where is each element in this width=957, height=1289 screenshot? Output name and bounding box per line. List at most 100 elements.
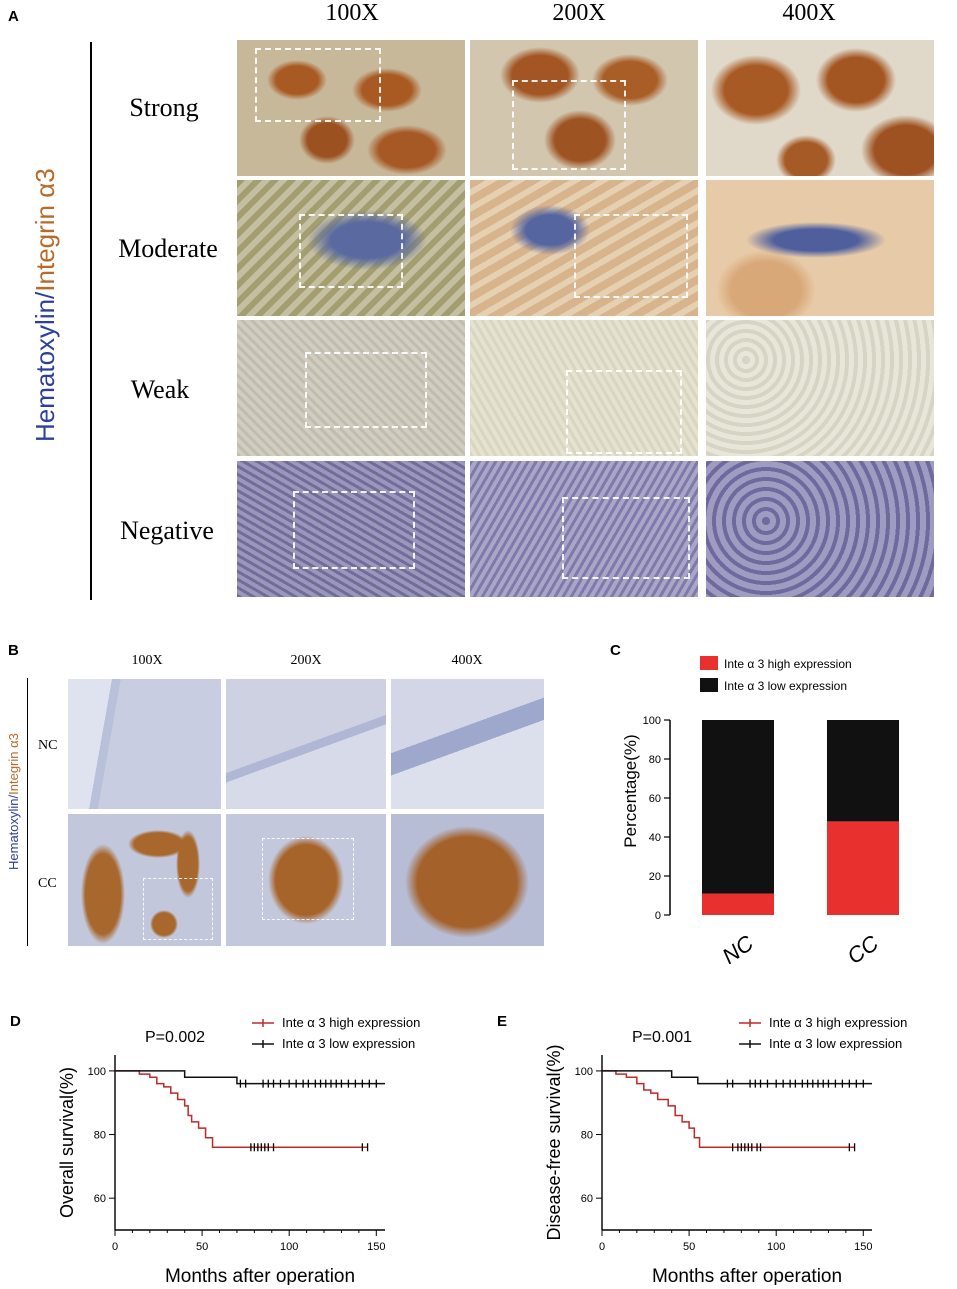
micrograph-negative-100x [237, 461, 465, 597]
zoom-region-box [262, 838, 354, 920]
km-survival-chart-overall: P=0.002 Inte α 3 high expression Inte α 3 … [57, 1015, 420, 1285]
x-tick-label: NC [718, 930, 758, 964]
y-axis-label: Overall survival(%) [57, 1067, 77, 1218]
bar-segment [702, 720, 774, 894]
legend-label: Inte α 3 high expression [282, 1015, 420, 1030]
x-tick-label: 100 [767, 1241, 785, 1253]
legend-swatch [700, 656, 718, 670]
zoom-region-box [574, 214, 688, 298]
micrograph-cc-100x [68, 814, 221, 946]
hematoxylin-label: Hematoxylin/ [30, 291, 60, 442]
km-survival-chart-disease-free: P=0.001 Inte α 3 high expression Inte α 3 … [544, 1015, 907, 1285]
y-tick-label: 0 [655, 910, 661, 922]
chart-bars [702, 720, 899, 915]
panel-a-row-strong: Strong [129, 93, 199, 122]
y-tick-label: 80 [649, 754, 661, 766]
survival-curve [602, 1070, 872, 1085]
micrograph-moderate-100x [237, 180, 465, 316]
bar-segment [702, 893, 774, 915]
y-axis-label: Disease-free survival(%) [544, 1044, 564, 1240]
legend-label: Inte α 3 low expression [769, 1036, 902, 1051]
zoom-region-box [143, 878, 213, 940]
x-tick-label: 100 [280, 1241, 298, 1253]
x-tick-label: 50 [683, 1241, 695, 1253]
x-tick-label: 150 [367, 1241, 385, 1253]
panel-a-col-header-100x: 100X [325, 0, 379, 26]
micrograph-cc-400x [391, 814, 544, 946]
y-tick-label: 60 [649, 793, 661, 805]
panel-a-row-negative: Negative [120, 516, 214, 545]
panel-a-letter: A [8, 8, 19, 25]
zoom-region-box [512, 80, 626, 170]
y-tick-label: 80 [581, 1130, 593, 1142]
panel-a-divider [90, 42, 92, 600]
bar-segment [827, 720, 899, 822]
panel-a-col-header-200x: 200X [552, 0, 606, 26]
panel-a-row-weak: Weak [130, 375, 190, 404]
micrograph-negative-200x [470, 461, 698, 597]
micrograph-moderate-400x [706, 180, 934, 316]
legend-swatch [700, 678, 718, 692]
panel-b-col-header-400x: 400X [451, 653, 483, 668]
p-value-annotation: P=0.001 [632, 1029, 692, 1046]
legend-label: Inte α 3 low expression [724, 679, 847, 693]
panel-a-row-moderate: Moderate [118, 234, 218, 263]
micrograph-strong-400x [706, 40, 934, 176]
micrograph-moderate-200x [470, 180, 698, 316]
x-tick-label: 50 [196, 1241, 208, 1253]
panel-e-letter: E [497, 1013, 508, 1030]
y-axis-label: Percentage(%) [621, 734, 640, 847]
x-axis-label: Months after operation [165, 1266, 355, 1285]
zoom-region-box [305, 352, 427, 428]
micrograph-negative-400x [706, 461, 934, 597]
micrograph-weak-200x [470, 320, 698, 456]
survival-curve [115, 1070, 385, 1085]
panel-b-letter: B [8, 642, 19, 659]
legend-label: Inte α 3 high expression [724, 657, 852, 671]
x-tick-label: 0 [599, 1241, 605, 1253]
y-tick-label: 20 [649, 871, 661, 883]
y-tick-label: 40 [649, 832, 661, 844]
y-tick-label: 60 [94, 1193, 106, 1205]
x-axis-label: Months after operation [652, 1266, 842, 1285]
micrograph-cc-200x [226, 814, 386, 946]
x-tick-label: 150 [854, 1241, 872, 1253]
x-tick-label: CC [843, 930, 883, 964]
panel-b-row-cc: CC [38, 876, 57, 891]
panel-b-col-header-200x: 200X [290, 653, 322, 668]
y-tick-label: 60 [581, 1193, 593, 1205]
panel-a-stain-label: Hematoxylin/Integrin α3 [30, 168, 61, 442]
micrograph-strong-200x [470, 40, 698, 176]
zoom-region-box [299, 214, 403, 288]
zoom-region-box [293, 491, 415, 569]
x-tick-label: 0 [112, 1241, 118, 1253]
zoom-region-box [562, 497, 690, 579]
stacked-bar-chart: Inte α 3 high expression Inte α 3 low exp… [621, 656, 899, 964]
chart-legend: Inte α 3 high expression Inte α 3 low exp… [700, 656, 852, 693]
p-value-annotation: P=0.002 [145, 1029, 205, 1046]
survival-curve [115, 1070, 368, 1149]
integrin-label: Integrin α3 [6, 733, 21, 795]
hematoxylin-label: Hematoxylin/ [6, 794, 21, 870]
y-tick-label: 100 [88, 1066, 106, 1078]
panel-b-row-nc: NC [38, 738, 58, 753]
micrograph-weak-400x [706, 320, 934, 456]
panel-b-col-header-100x: 100X [131, 653, 163, 668]
micrograph-nc-400x [391, 679, 544, 809]
legend-label: Inte α 3 high expression [769, 1015, 907, 1030]
integrin-label: Integrin α3 [30, 168, 60, 292]
micrograph-strong-100x [237, 40, 465, 176]
bar-segment [827, 821, 899, 915]
y-tick-label: 100 [643, 715, 661, 727]
panel-b-stain-label: Hematoxylin/Integrin α3 [6, 733, 21, 870]
zoom-region-box [255, 48, 381, 122]
legend-label: Inte α 3 low expression [282, 1036, 415, 1051]
panel-a-col-header-400x: 400X [782, 0, 836, 26]
panel-c-letter: C [610, 642, 621, 659]
y-tick-label: 80 [94, 1130, 106, 1142]
panel-b-divider [27, 678, 28, 946]
micrograph-weak-100x [237, 320, 465, 456]
zoom-region-box [566, 370, 682, 454]
survival-curve [602, 1070, 855, 1149]
panel-d-letter: D [10, 1013, 21, 1030]
